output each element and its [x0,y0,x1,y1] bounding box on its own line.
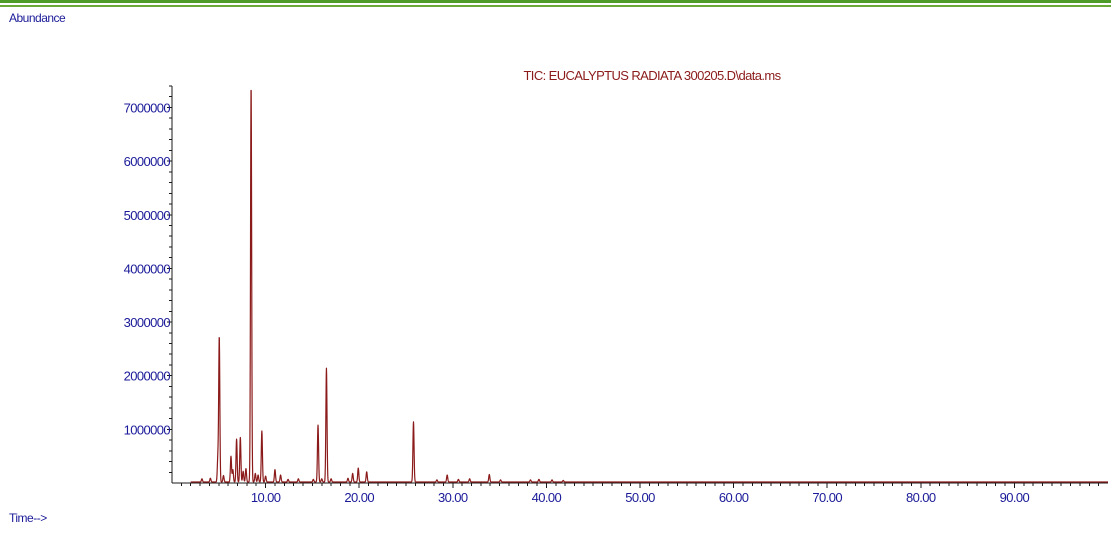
y-tick-label: 3000000 [124,315,171,330]
top-accent-band [0,0,1111,3]
y-tick-label: 4000000 [124,261,171,276]
x-tick-label: 30.00 [438,490,468,505]
x-tick-label: 50.00 [625,490,655,505]
chart-axes: 10.00 20.00 30.00 40.00 50.00 60.00 70.00 80.00… [124,85,1108,505]
x-tick-label: 20.00 [344,490,374,505]
x-tick-label: 10.00 [251,490,281,505]
tic-trace-line [190,89,1109,483]
y-tick-label: 7000000 [124,100,171,115]
top-accent-band-secondary [0,5,1111,7]
x-axis-caption: Time--> [9,511,47,525]
x-tick-label: 40.00 [532,490,562,505]
y-tick-label: 5000000 [124,208,171,223]
y-axis-caption: Abundance [9,11,66,25]
x-tick-label: 80.00 [906,490,936,505]
x-tick-label: 90.00 [1000,490,1030,505]
tic-trace [190,89,1109,483]
y-tick-label: 2000000 [124,369,171,384]
chart-title: TIC: EUCALYPTUS RADIATA 300205.D\data.ms [523,68,781,83]
x-tick-label: 60.00 [719,490,749,505]
y-tick-label: 6000000 [124,154,171,169]
y-tick-label: 1000000 [124,422,171,437]
x-tick-label: 70.00 [812,490,842,505]
